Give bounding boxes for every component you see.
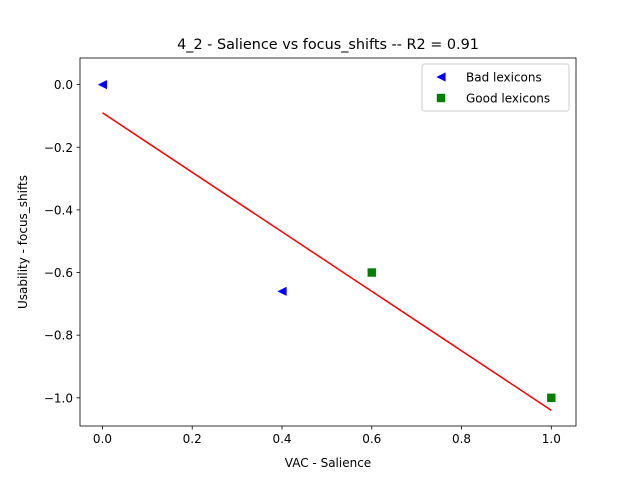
legend-label-bad: Bad lexicons xyxy=(466,71,542,85)
plot-area: 0.0 0.2 0.4 0.6 0.8 1.0 0.0 −0.2 −0.4 −0.6 −0.8 −1.… xyxy=(44,57,577,446)
x-axis-label: VAC - Salience xyxy=(285,456,371,470)
x-tick-label: 0.8 xyxy=(452,432,471,446)
x-tick-label: 0.6 xyxy=(362,432,381,446)
legend-box xyxy=(421,63,570,112)
axes-frame xyxy=(79,57,577,427)
bad-lexicon-point xyxy=(97,80,108,90)
legend-marker-good xyxy=(436,93,446,103)
x-tick-label: 0.2 xyxy=(183,432,202,446)
y-tick-label: 0.0 xyxy=(54,78,73,92)
x-tick-label: 0.0 xyxy=(93,432,112,446)
x-tick-label: 0.4 xyxy=(272,432,291,446)
y-tick-label: −1.0 xyxy=(44,391,73,405)
good-lexicon-point xyxy=(547,393,556,403)
regression-line xyxy=(102,112,552,411)
legend: Bad lexicons Good lexicons xyxy=(421,63,570,112)
y-tick-label: −0.6 xyxy=(44,266,73,280)
y-tick-label: −0.4 xyxy=(44,203,73,217)
good-lexicon-point xyxy=(367,268,376,277)
bad-lexicon-point xyxy=(277,286,287,296)
legend-marker-bad xyxy=(436,72,446,82)
y-tick-label: −0.2 xyxy=(44,141,73,155)
chart-title: 4_2 - Salience vs focus_shifts -- R2 = 0… xyxy=(177,37,479,53)
legend-label-good: Good lexicons xyxy=(466,92,550,106)
x-tick-label: 1.0 xyxy=(542,432,561,446)
y-tick-label: −0.8 xyxy=(44,329,73,343)
y-axis-label: Usability - focus_shifts xyxy=(16,175,30,309)
